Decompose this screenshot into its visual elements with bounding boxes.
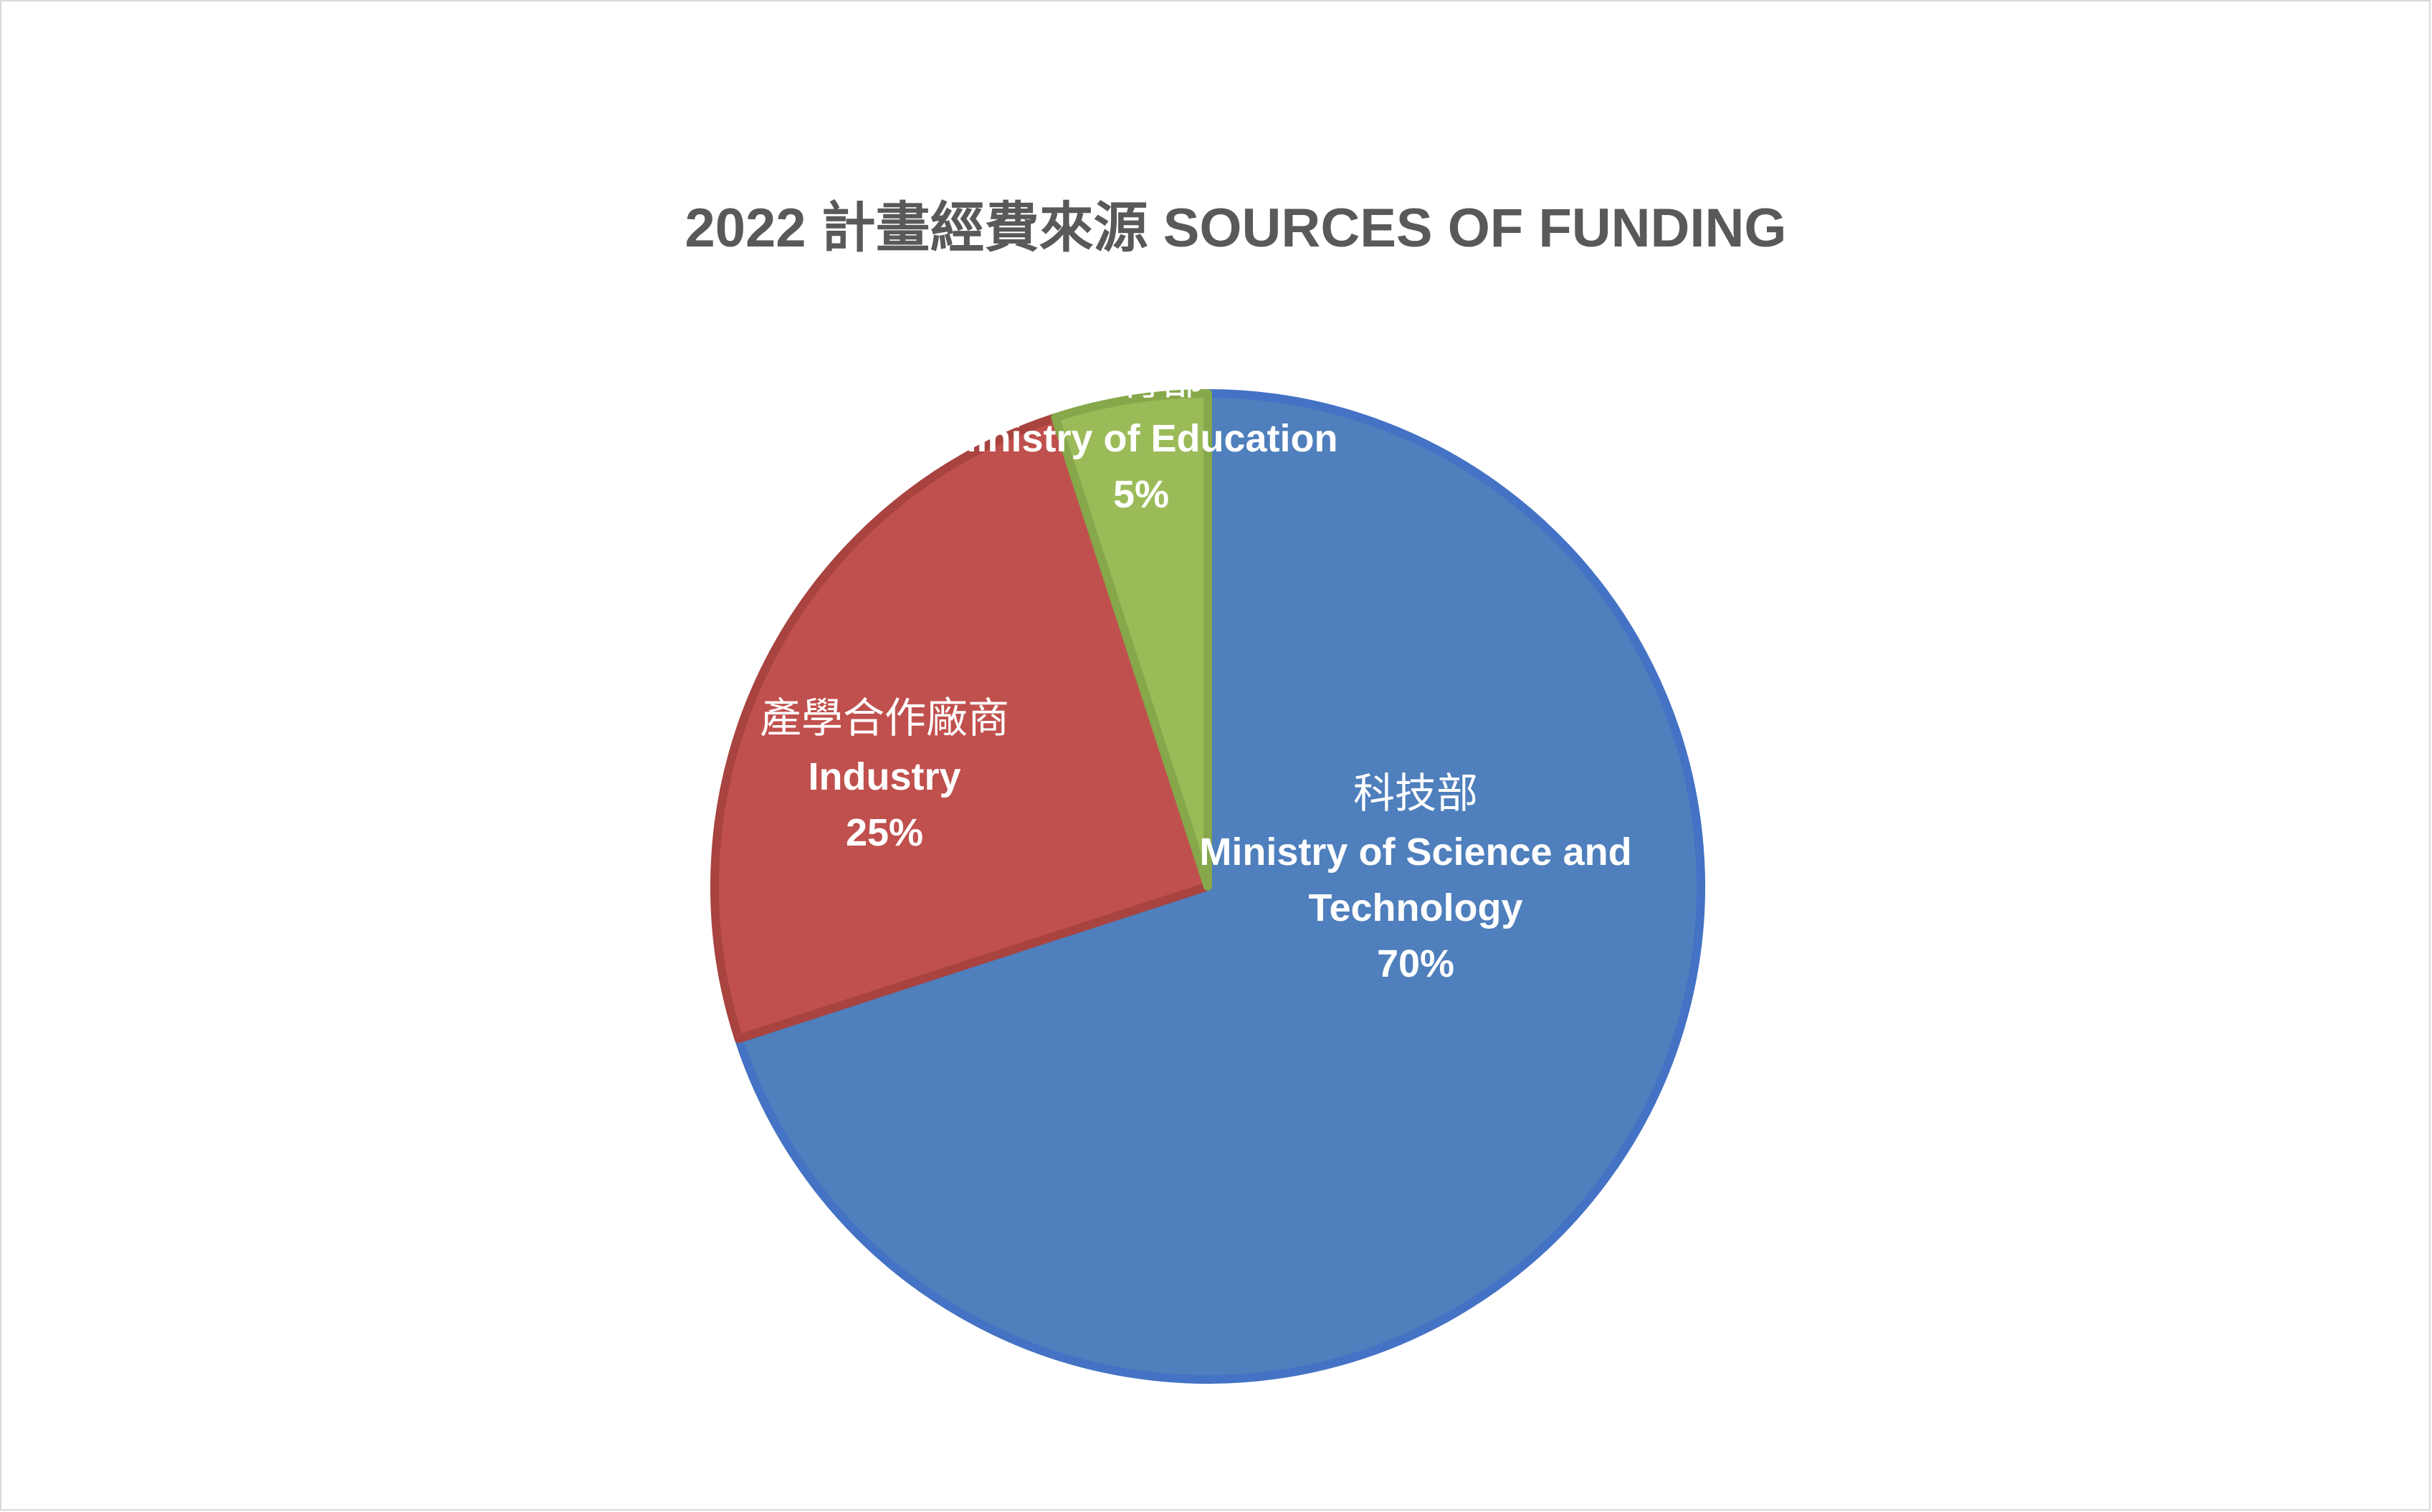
slice-label-en-3-1: Ministry of Education — [944, 417, 1337, 460]
pie-slice-3 — [1051, 389, 1212, 891]
slice-label-cn-1: 科技部 — [1353, 769, 1478, 818]
pie-slices — [710, 389, 1705, 1384]
slice-label-percent-1: 70% — [1377, 942, 1454, 985]
pie-slice-1 — [734, 389, 1705, 1384]
slice-label-percent-3: 5% — [1113, 473, 1169, 516]
chart-title: 2022 計畫經費來源 SOURCES OF FUNDING — [685, 198, 1786, 259]
pie-slice-2 — [710, 413, 1212, 1043]
slice-label-en-1-2: Technology — [1308, 886, 1522, 929]
slice-label-cn-2: 產學合作廠商 — [760, 694, 1009, 742]
slice-label-en-1-1: Ministry of Science and — [1199, 831, 1631, 874]
slice-label-cn-3: 教育部 — [1079, 355, 1203, 404]
pie-labels: 科技部 Ministry of Science and Technology 70% 產… — [760, 355, 1632, 985]
slice-label-en-2-1: Industry — [808, 755, 960, 798]
slice-label-percent-2: 25% — [846, 811, 923, 854]
